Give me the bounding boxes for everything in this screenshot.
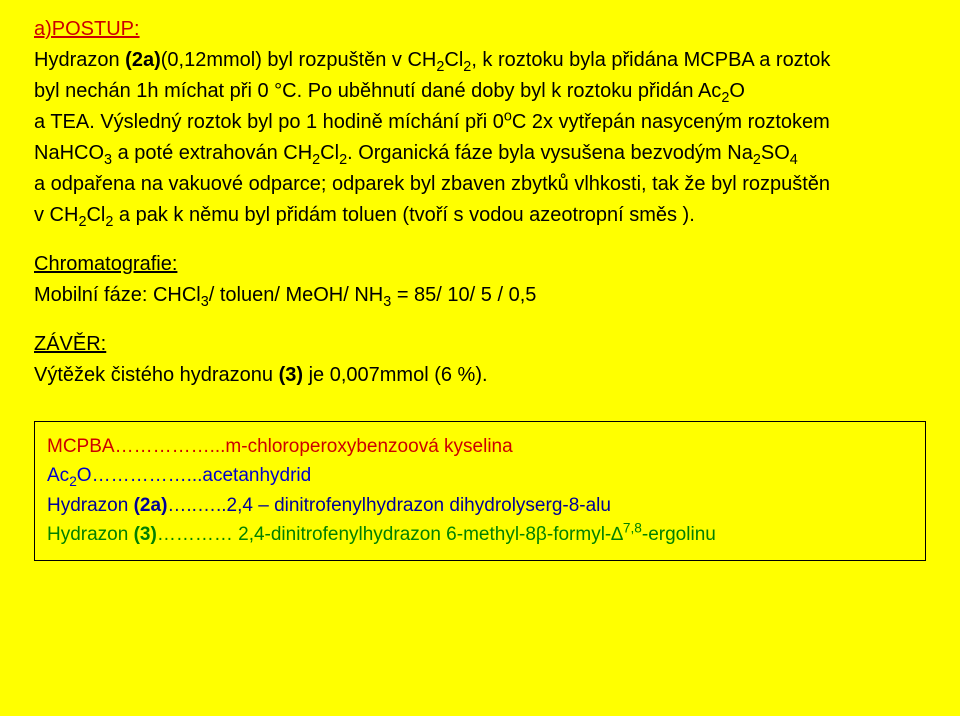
g3-def: 2,4 – dinitrofenylhydrazon dihydrolyserg… <box>227 495 611 516</box>
g2-def: acetanhydrid <box>202 465 311 486</box>
glossary-row-mcpba: MCPBA……………...m-chloroperoxybenzoová kyse… <box>47 432 913 461</box>
procedure-paragraph: Hydrazon (2a)(0,12mmol) byl rozpuštěn v … <box>34 45 926 231</box>
p1-l1-d: Cl <box>444 49 463 71</box>
conclusion-heading: ZÁVĚR: <box>34 333 106 355</box>
p1-l6-b: Cl <box>86 204 105 226</box>
chromatography-heading: Chromatografie: <box>34 253 177 275</box>
chromatography-block: Chromatografie: Mobilní fáze: CHCl3/ tol… <box>34 249 926 311</box>
p1-l4-sub5: 4 <box>790 152 798 168</box>
p1-l4-a: NaHCO <box>34 142 104 164</box>
glossary-row-ac2o: Ac2O……………...acetanhydrid <box>47 461 913 490</box>
g2-dots: ……………... <box>92 465 203 486</box>
p1-l4-sub2: 2 <box>312 152 320 168</box>
p1-l4-sub3: 2 <box>339 152 347 168</box>
p1-l4-b: a poté extrahován CH <box>112 142 312 164</box>
chroma-c: = 85/ 10/ 5 / 0,5 <box>391 284 536 306</box>
glossary-row-hydrazon-3: Hydrazon (3)………… 2,4-dinitrofenylhydrazo… <box>47 520 913 549</box>
p1-l4-c: Cl <box>320 142 339 164</box>
p1-l5: a odpařena na vakuové odparce; odparek b… <box>34 173 830 195</box>
p1-l1-c: (0,12mmol) byl rozpuštěn v CH <box>161 49 437 71</box>
g2-term-b: O <box>77 465 92 486</box>
p1-l1-a: Hydrazon <box>34 49 125 71</box>
g4-def-a: 2,4-dinitrofenylhydrazon 6-methyl-8β-for… <box>233 524 623 545</box>
chroma-sub1: 3 <box>201 294 209 310</box>
g4-dots: ………… <box>157 524 233 545</box>
p1-l2-a: byl nechán 1h míchat při 0 °C. Po uběhnu… <box>34 80 721 102</box>
p1-l3-b: Výsledný roztok byl po 1 hodině míchání … <box>95 111 504 133</box>
chroma-b: / toluen/ MeOH/ NH <box>209 284 384 306</box>
glossary-row-hydrazon-2a: Hydrazon (2a)…..…..2,4 – dinitrofenylhyd… <box>47 491 913 520</box>
g3-term-a: Hydrazon <box>47 495 134 516</box>
zaver-c: je 0,007mmol (6 %). <box>303 364 488 386</box>
p1-l6-a: v CH <box>34 204 78 226</box>
p1-l4-sub1: 3 <box>104 152 112 168</box>
g4-term-a: Hydrazon <box>47 524 134 545</box>
p1-l3-c: C 2x vytřepán nasyceným roztokem <box>512 111 830 133</box>
zaver-b: (3) <box>279 364 303 386</box>
p1-l1-e: , k roztoku byla přidána MCPBA a roztok <box>471 49 830 71</box>
p1-l3-sup: o <box>504 108 512 124</box>
g2-term-a: Ac <box>47 465 69 486</box>
p1-l3-a: a TEA. <box>34 111 95 133</box>
g4-def-b: -ergolinu <box>642 524 716 545</box>
g4-term-b: (3) <box>134 524 157 545</box>
chroma-a: Mobilní fáze: CHCl <box>34 284 201 306</box>
g1-def: m-chloroperoxybenzoová kyselina <box>225 436 512 457</box>
conclusion-block: ZÁVĚR: Výtěžek čistého hydrazonu (3) je … <box>34 329 926 391</box>
p1-l4-d: . Organická fáze byla vysušena bezvodým … <box>347 142 753 164</box>
p1-l1-b: (2a) <box>125 49 161 71</box>
glossary-box: MCPBA……………...m-chloroperoxybenzoová kyse… <box>34 421 926 561</box>
g4-def-sup: 7,8 <box>623 521 642 536</box>
p1-l6-c: a pak k němu byl přidám toluen (tvoří s … <box>113 204 694 226</box>
g3-term-b: (2a) <box>134 495 168 516</box>
zaver-a: Výtěžek čistého hydrazonu <box>34 364 279 386</box>
section-heading: a)POSTUP: <box>34 14 926 45</box>
p1-l4-sub4: 2 <box>753 152 761 168</box>
p1-l2-b: O <box>729 80 745 102</box>
p1-l4-e: SO <box>761 142 790 164</box>
g1-term: MCPBA <box>47 436 115 457</box>
g3-dots: …..….. <box>167 495 226 516</box>
g1-dots: ……………... <box>115 436 226 457</box>
g2-term-sub: 2 <box>69 474 77 489</box>
